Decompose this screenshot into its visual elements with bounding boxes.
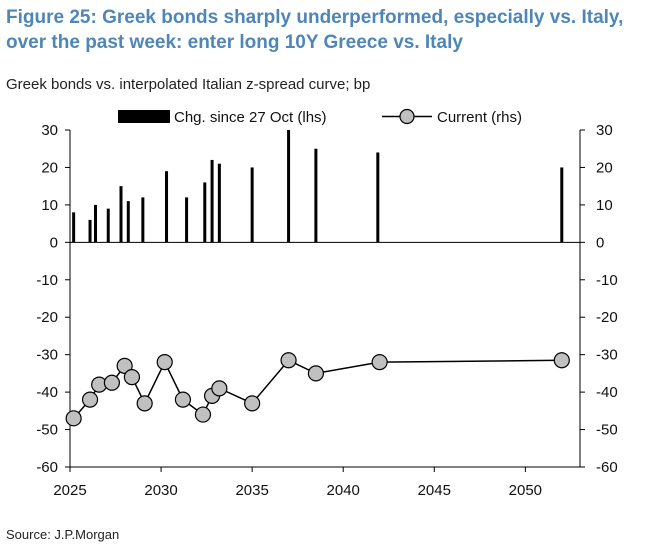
- y-tick-label-right: 0: [596, 234, 604, 251]
- chart-title: Figure 25: Greek bonds sharply underperf…: [6, 7, 624, 53]
- y-tick-label-left: -20: [36, 309, 58, 326]
- current-point: [194, 406, 212, 423]
- y-tick-label-left: -30: [36, 347, 58, 364]
- y-tick-label-right: -40: [596, 384, 618, 401]
- current-point: [244, 395, 261, 412]
- current-point: [103, 374, 120, 391]
- bar-mark: [106, 208, 110, 243]
- bar-mark: [287, 130, 291, 243]
- y-tick-label-right: -30: [596, 347, 618, 364]
- y-tick-label-left: -60: [36, 459, 58, 476]
- y-tick-label-right: -20: [596, 309, 618, 326]
- bar-mark: [185, 197, 189, 243]
- current-point: [116, 357, 133, 374]
- current-point: [123, 369, 141, 386]
- bar-series: [72, 130, 564, 243]
- x-tick-label: 2030: [144, 482, 177, 499]
- legend-line-label: Current (rhs): [437, 109, 522, 126]
- bar-mark: [250, 167, 254, 243]
- bar-mark: [165, 171, 169, 243]
- legend-marker-swatch: [399, 108, 415, 125]
- current-point: [65, 410, 82, 427]
- bar-mark: [560, 167, 564, 243]
- source-note: Source: J.P.Morgan: [6, 527, 120, 542]
- bar-mark: [203, 182, 207, 243]
- current-point: [307, 365, 324, 382]
- legend-bar-swatch: [118, 110, 170, 123]
- y-tick-label-left: -10: [36, 272, 58, 289]
- x-tick-label: 2025: [53, 482, 86, 499]
- y-tick-label-left: -40: [36, 384, 58, 401]
- y-tick-label-right: 10: [596, 197, 613, 214]
- current-point: [136, 395, 153, 412]
- x-tick-label: 2040: [327, 482, 360, 499]
- y-tick-label-left: 0: [50, 234, 58, 251]
- chart-subtitle: Greek bonds vs. interpolated Italian z-s…: [6, 76, 371, 93]
- current-point: [371, 354, 388, 371]
- y-tick-label-right: -10: [596, 272, 618, 289]
- y-tick-label-right: -60: [596, 459, 618, 476]
- current-point: [280, 352, 297, 369]
- y-tick-label-right: 20: [596, 159, 613, 176]
- line-series: [65, 352, 570, 427]
- x-tick-label: 2045: [418, 482, 451, 499]
- axes: 30 30 20 20 10 10 0 0 -10 -10 -20 -20 -30 -30 -40 -40 -5…: [36, 122, 617, 499]
- y-tick-label-left: -50: [36, 422, 58, 439]
- current-point: [211, 380, 228, 397]
- bar-mark: [141, 197, 145, 243]
- x-tick-label: 2035: [235, 482, 268, 499]
- y-tick-label-right: -50: [596, 422, 618, 439]
- legend: Chg. since 27 Oct (lhs) Current (rhs): [118, 108, 522, 126]
- legend-bar-label: Chg. since 27 Oct (lhs): [174, 109, 327, 126]
- y-tick-label-left: 20: [41, 159, 58, 176]
- bar-mark: [314, 148, 318, 243]
- current-point: [156, 354, 173, 371]
- bar-mark: [376, 152, 380, 243]
- bar-mark: [217, 163, 221, 243]
- bar-mark: [88, 219, 92, 243]
- bar-mark: [72, 212, 76, 243]
- bar-mark: [210, 159, 214, 243]
- bar-mark: [119, 186, 123, 243]
- current-point: [81, 391, 99, 408]
- x-tick-label: 2050: [509, 482, 542, 499]
- current-point: [174, 391, 192, 408]
- y-tick-label-left: 10: [41, 197, 58, 214]
- bar-mark: [126, 201, 130, 243]
- bar-mark: [94, 204, 97, 243]
- y-tick-label-left: 30: [41, 122, 58, 139]
- y-tick-label-right: 30: [596, 122, 613, 139]
- current-point: [553, 352, 570, 369]
